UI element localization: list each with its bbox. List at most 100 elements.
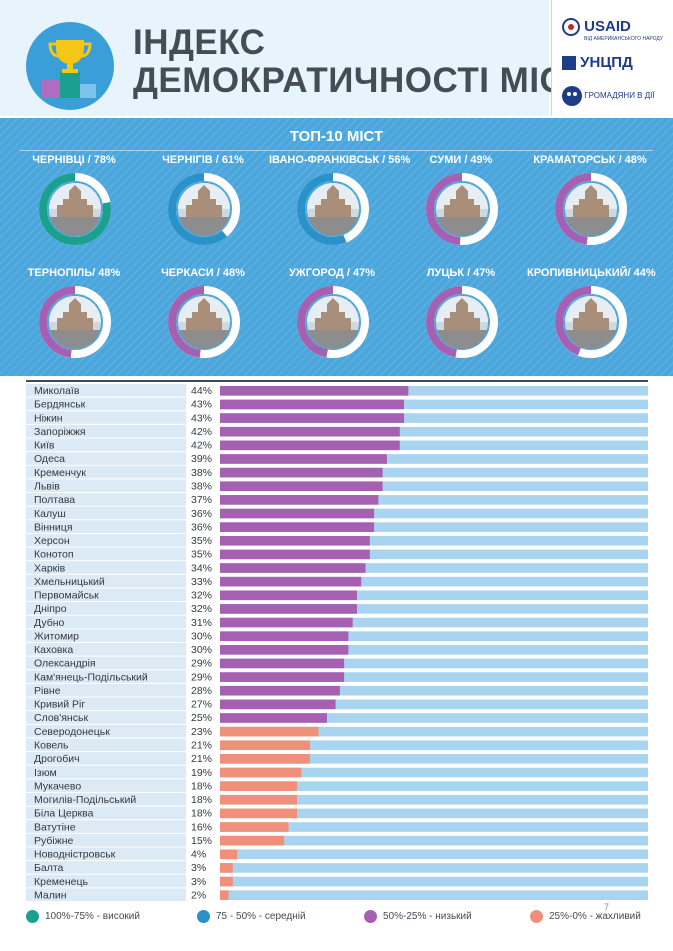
city-photo-ground	[308, 217, 358, 236]
bar	[220, 726, 319, 737]
bar-track	[220, 863, 648, 873]
bar	[220, 590, 357, 601]
value-label: 30%	[191, 644, 212, 656]
category-label: Ковель	[34, 740, 69, 752]
bar	[220, 576, 362, 587]
bar	[220, 386, 409, 396]
bar-track	[220, 685, 648, 696]
grom-logo: ГРОМАДЯНИ В ДІЇ	[562, 86, 672, 106]
bar-track	[220, 535, 648, 546]
category-label: Одеса	[34, 453, 65, 465]
category-label-bg	[26, 752, 186, 765]
bar-track	[220, 672, 648, 682]
top10-city-ring	[168, 286, 240, 358]
bar	[220, 495, 379, 505]
category-label-bg	[26, 479, 186, 493]
category-label: Малин	[34, 889, 67, 901]
category-label: Северодонецьк	[34, 726, 110, 738]
city-photo-ground	[50, 330, 100, 349]
building-icon	[315, 185, 351, 223]
ring-value-arc	[426, 173, 498, 245]
category-label-bg	[26, 820, 186, 833]
category-label-bg	[26, 833, 186, 847]
bar-track	[220, 713, 648, 723]
category-label-bg	[26, 520, 186, 533]
legend: 100%-75% - високий 75 - 50% - середній 5…	[0, 902, 673, 951]
bar-track	[220, 631, 648, 641]
top10-city-label: ТЕРНОПІЛЬ/ 48%	[27, 267, 121, 279]
usaid-subtext: ВІД АМЕРИКАНСЬКОГО НАРОДУ	[584, 36, 664, 43]
title-band: ІНДЕКС ДЕМОКРАТИЧНОСТІ МІСТ	[0, 0, 586, 116]
bar-track	[220, 658, 648, 669]
category-label: Біла Церква	[34, 808, 94, 820]
category-label-bg	[26, 452, 186, 465]
legend-item-low: 50%-25% - низький	[364, 910, 472, 923]
bar	[220, 549, 370, 560]
bar	[220, 426, 400, 437]
building-icon	[573, 185, 609, 223]
value-label: 23%	[191, 726, 212, 738]
top10-city-ring	[168, 173, 240, 245]
ring-value-arc	[555, 286, 627, 358]
value-label: 42%	[191, 440, 212, 452]
bar-track	[220, 590, 648, 601]
building-icon	[57, 298, 93, 336]
value-label: 37%	[191, 494, 212, 506]
bar	[220, 522, 375, 532]
legend-label: 50%-25% - низький	[383, 911, 472, 923]
bar	[220, 672, 345, 682]
value-label: 3%	[191, 862, 206, 874]
category-label-bg	[26, 438, 186, 452]
bar	[220, 781, 298, 791]
value-label: 39%	[191, 453, 212, 465]
category-label-bg	[26, 602, 186, 615]
value-label: 31%	[191, 617, 212, 629]
category-label-bg	[26, 738, 186, 752]
bar	[220, 535, 370, 546]
bar-track	[220, 426, 648, 437]
category-label-bg	[26, 792, 186, 806]
value-label: 15%	[191, 835, 212, 847]
city-photo-ground	[179, 330, 229, 349]
category-label-bg	[26, 384, 186, 397]
category-label: Кременець	[34, 876, 89, 888]
ring-value-arc	[39, 286, 111, 358]
city-ranking-chart: Миколаїв 44% Бердянськ 43% Ніжин 43% Запоріжжя…	[26, 380, 648, 901]
ring-value-arc	[297, 173, 369, 245]
value-label: 35%	[191, 535, 212, 547]
category-label-bg	[26, 547, 186, 561]
category-label-bg	[26, 493, 186, 506]
value-label: 43%	[191, 412, 212, 424]
bar-track	[220, 754, 648, 764]
bar-track	[220, 726, 648, 737]
bar-track	[220, 835, 648, 846]
value-label: 42%	[191, 426, 212, 438]
building-icon	[573, 298, 609, 336]
bar-track	[220, 563, 648, 573]
value-label: 19%	[191, 767, 212, 779]
category-label-bg	[26, 765, 186, 779]
bar	[220, 467, 383, 478]
bar	[220, 754, 310, 764]
category-label: Рівне	[34, 685, 61, 697]
bar-track	[220, 890, 648, 900]
bar	[220, 767, 302, 778]
bar	[220, 740, 310, 751]
legend-label: 25%-0% - жахливий	[549, 911, 641, 923]
bar	[220, 440, 400, 451]
category-label: Хмельницький	[34, 576, 105, 588]
category-label: Могилів-Подільський	[34, 794, 136, 806]
category-label: Первомайськ	[34, 590, 99, 602]
bar-track	[220, 481, 648, 492]
bar-track	[220, 508, 648, 519]
category-label: Херсон	[34, 535, 70, 547]
category-label: Слов'янськ	[34, 712, 88, 724]
bar	[220, 604, 357, 614]
value-label: 3%	[191, 876, 206, 888]
bar	[220, 617, 353, 628]
category-label: Ізюм	[34, 767, 57, 779]
value-label: 44%	[191, 385, 212, 397]
top10-section: ТОП-10 МІСТ ЧЕРНІВЦІ / 78% ЧЕРНІГІВ / 61%…	[0, 118, 673, 376]
category-label-bg	[26, 574, 186, 588]
value-label: 18%	[191, 794, 212, 806]
